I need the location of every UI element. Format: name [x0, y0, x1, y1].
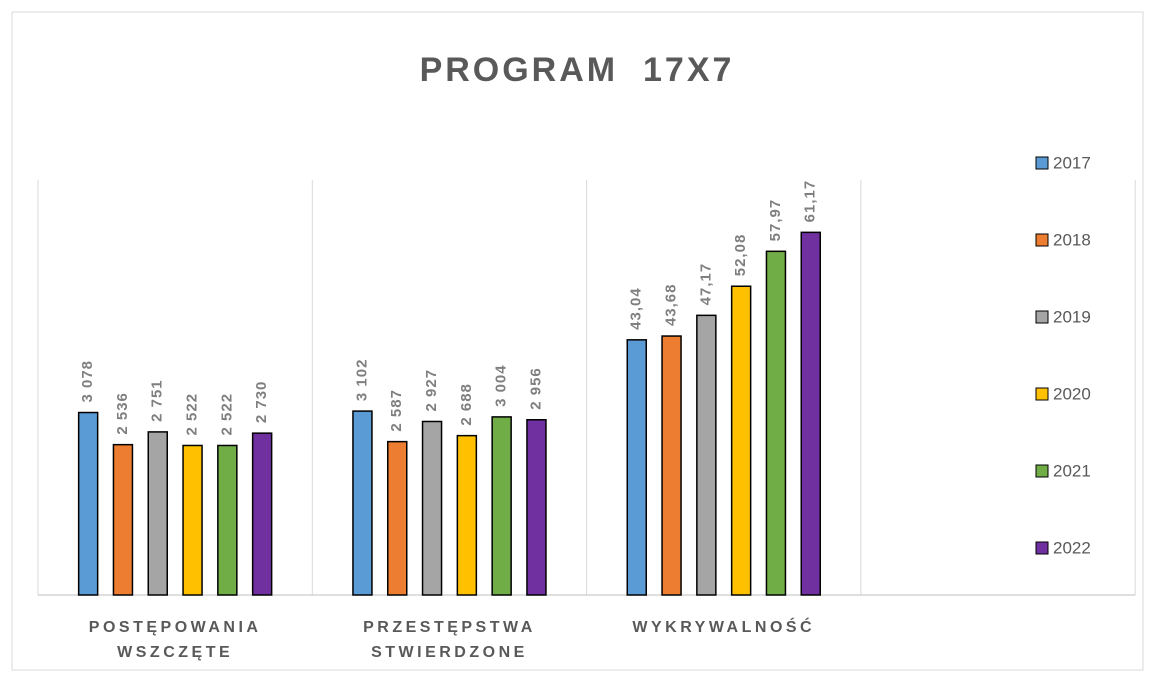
bar — [251, 432, 273, 596]
data-label: 3 102 — [353, 359, 370, 402]
chart-title: PROGRAM 17X7 — [420, 51, 735, 89]
bar — [421, 420, 443, 596]
data-label: 2 751 — [149, 379, 166, 422]
data-label: 43,04 — [628, 287, 645, 330]
legend-swatch — [1035, 387, 1049, 401]
legend-label: 2018 — [1053, 230, 1091, 249]
legend-swatch — [1035, 541, 1049, 555]
bar — [182, 444, 203, 596]
data-label: 2 688 — [458, 383, 475, 426]
legend-label: 2019 — [1053, 307, 1091, 326]
bar — [800, 231, 821, 596]
bar — [456, 434, 478, 596]
bar — [696, 314, 717, 596]
bar — [526, 419, 547, 596]
data-label: 2 956 — [527, 367, 544, 410]
bar — [491, 416, 512, 596]
bar — [112, 443, 134, 596]
data-label: 2 522 — [184, 393, 201, 436]
legend-swatch — [1035, 233, 1049, 247]
bar — [217, 444, 238, 596]
x-tick-label: PRZESTĘPSTWA STWIERDZONE — [363, 619, 536, 661]
data-label: 2 927 — [423, 369, 440, 412]
bar — [147, 431, 168, 596]
legend-label: 2020 — [1053, 384, 1091, 403]
x-tick-label: POSTĘPOWANIA WSZCZĘTE — [88, 619, 262, 661]
data-label: 57,97 — [767, 199, 784, 242]
data-label: 43,68 — [663, 283, 680, 326]
bar — [387, 440, 408, 596]
bar — [765, 250, 787, 596]
data-label: 2 730 — [253, 381, 270, 424]
chart-border — [11, 11, 1144, 671]
legend-swatch — [1035, 156, 1049, 170]
data-label: 2 536 — [114, 392, 131, 435]
bar — [730, 285, 752, 596]
legend-label: 2022 — [1053, 538, 1091, 557]
bar — [626, 339, 647, 596]
legend-label: 2021 — [1053, 461, 1091, 480]
data-label: 52,08 — [732, 234, 749, 277]
bar — [352, 410, 373, 596]
bar — [77, 411, 99, 596]
legend-swatch — [1035, 310, 1049, 324]
x-tick-label: WYKRYWALNOŚĆ — [632, 619, 816, 636]
data-label: 61,17 — [802, 180, 819, 223]
bar — [661, 335, 682, 596]
legend-swatch — [1035, 464, 1049, 478]
data-label: 2 522 — [218, 393, 235, 436]
data-label: 2 587 — [388, 389, 405, 432]
legend-label: 2017 — [1053, 153, 1091, 172]
data-label: 47,17 — [697, 263, 714, 306]
data-label: 3 078 — [79, 360, 96, 403]
data-label: 3 004 — [493, 364, 510, 407]
